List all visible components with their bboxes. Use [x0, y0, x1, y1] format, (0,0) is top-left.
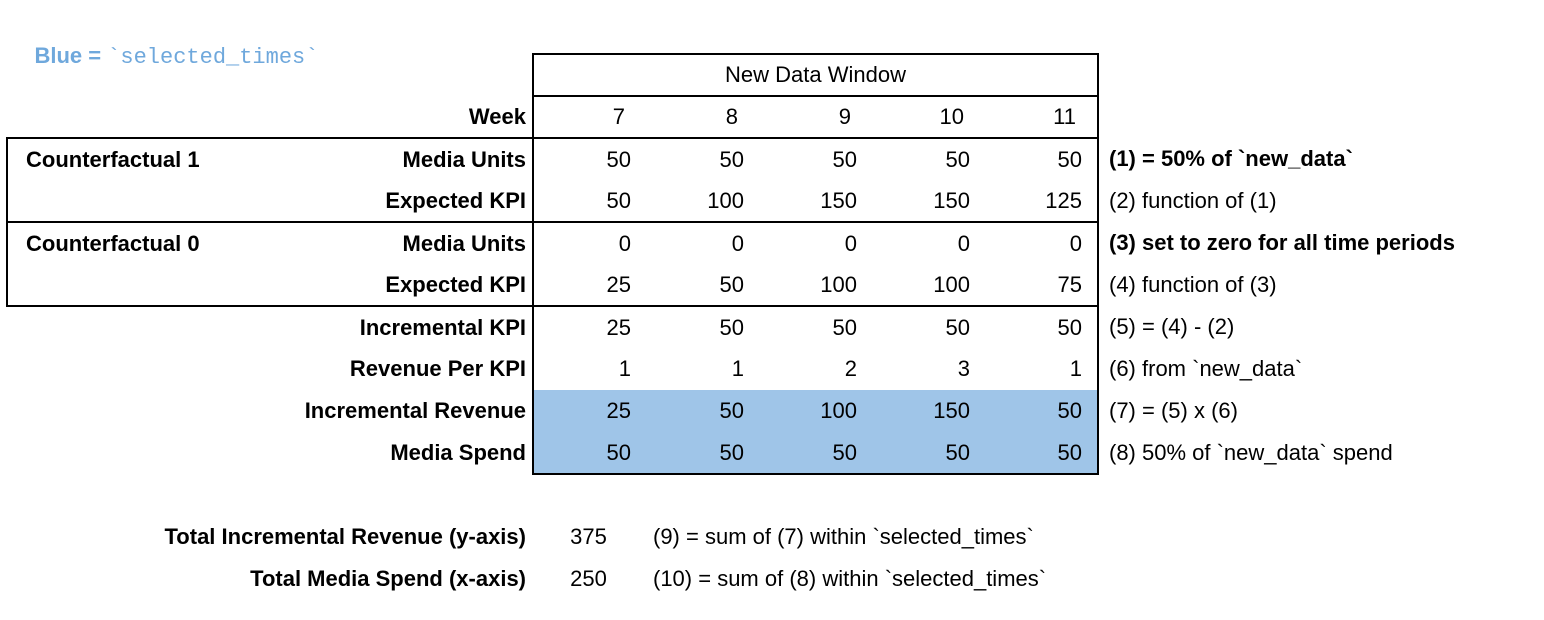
spacer-cell: [1098, 54, 1543, 96]
week-cell: 7: [532, 96, 646, 139]
spacer-cell: [7, 390, 255, 432]
week-cell: 8: [646, 96, 759, 139]
row-label: Expected KPI: [255, 180, 533, 223]
legend-prefix: Blue =: [34, 43, 108, 68]
group-label: [6, 180, 255, 223]
value-cell-selected: 50: [872, 432, 985, 475]
value-cell: 0: [957, 230, 970, 256]
spacer-cell: [7, 306, 255, 348]
week-cell: 10: [872, 96, 985, 139]
total-row: Total Incremental Revenue (y-axis) 375 (…: [6, 516, 1544, 558]
row-label: Media Units: [402, 230, 526, 256]
value-cell: 50: [646, 264, 759, 307]
total-media-spend-value: 250: [570, 566, 607, 591]
value-cell: 75: [985, 264, 1099, 307]
row-label: Incremental KPI: [359, 314, 526, 340]
value-cell: 50: [945, 146, 970, 172]
value-cell: 50: [719, 314, 744, 340]
spacer-cell: [7, 348, 255, 390]
group-label: Counterfactual 0: [6, 222, 255, 264]
total-incremental-revenue-label: Total Incremental Revenue (y-axis): [164, 524, 527, 549]
value-cell: 25: [532, 306, 646, 348]
group-label: Counterfactual 1: [6, 137, 255, 180]
value-cell: 50: [832, 314, 857, 340]
row-note: (1) = 50% of `new_data`: [1109, 146, 1353, 171]
value-cell-selected: 50: [759, 432, 872, 475]
table-row: Expected KPI 50 100 150 150 125 (2) func…: [6, 180, 1543, 223]
value-cell: 0: [985, 222, 1099, 264]
spacer-cell: [1098, 96, 1543, 138]
total-media-spend-label: Total Media Spend (x-axis): [250, 566, 526, 591]
table-row: Expected KPI 25 50 100 100 75 (4) functi…: [6, 264, 1543, 307]
week-label: Week: [468, 103, 526, 129]
row-note: (8) 50% of `new_data` spend: [1109, 440, 1393, 465]
value-cell: 0: [532, 222, 646, 264]
row-note: (6) from `new_data`: [1109, 356, 1303, 381]
value-cell: 0: [844, 230, 857, 256]
value-cell: 1: [532, 348, 646, 390]
row-label: Expected KPI: [255, 264, 533, 307]
value-cell-selected: 25: [532, 390, 646, 432]
spacer-cell: [7, 432, 255, 474]
totals-table: Total Incremental Revenue (y-axis) 375 (…: [6, 516, 1544, 600]
value-cell: 150: [759, 180, 872, 223]
value-cell-selected: 50: [985, 390, 1099, 432]
value-cell: 50: [945, 314, 970, 340]
table-row-highlighted: Incremental Revenue 25 50 100 150 50 (7)…: [7, 390, 1543, 432]
value-cell: 100: [759, 264, 872, 307]
row-label: Incremental Revenue: [304, 398, 526, 423]
row-note: (3) set to zero for all time periods: [1109, 230, 1455, 255]
table-row-highlighted: Media Spend 50 50 50 50 50 (8) 50% of `n…: [7, 432, 1543, 475]
row-note: (5) = (4) - (2): [1109, 314, 1235, 339]
value-cell: 1: [731, 356, 744, 381]
week-cell: 11: [985, 96, 1099, 139]
value-cell: 3: [957, 356, 970, 381]
value-cell: 50: [985, 306, 1099, 348]
value-cell: 50: [532, 138, 646, 180]
row-note: (4) function of (3): [1109, 272, 1277, 297]
value-cell: 50: [719, 146, 744, 172]
value-cell: 100: [872, 264, 985, 307]
total-incremental-revenue-value: 375: [570, 524, 607, 549]
row-label: Media Spend: [390, 440, 526, 465]
legend-code: `selected_times`: [107, 45, 319, 70]
value-cell-selected: 100: [759, 390, 872, 432]
value-cell: 0: [731, 230, 744, 256]
value-cell: 50: [832, 146, 857, 172]
calculation-table: New Data Window Week 7 8 9 10 11 Counter…: [6, 53, 1544, 475]
value-cell: 100: [646, 180, 759, 223]
total-note: (10) = sum of (8) within `selected_times…: [653, 566, 1047, 591]
spacer-cell: [7, 54, 533, 96]
table-row: Revenue Per KPI 1 1 2 3 1 (6) from `new_…: [7, 348, 1543, 390]
value-cell: 150: [872, 180, 985, 223]
value-cell: 50: [985, 138, 1099, 180]
value-cell-selected: 150: [872, 390, 985, 432]
value-cell: 2: [844, 356, 857, 381]
legend-blue-note: Blue = `selected_times`: [10, 17, 318, 96]
header-row: New Data Window: [7, 53, 1543, 97]
row-note: (2) function of (1): [1109, 188, 1277, 213]
row-label: Revenue Per KPI: [349, 356, 526, 381]
table-row: Counterfactual 0 Media Units 0 0 0 0 0 (…: [6, 222, 1543, 264]
value-cell: 25: [532, 264, 646, 307]
table-row: Counterfactual 1 Media Units 50 50 50 50…: [6, 137, 1543, 180]
value-cell-selected: 50: [646, 390, 759, 432]
total-row: Total Media Spend (x-axis) 250 (10) = su…: [6, 558, 1544, 600]
group-label: [6, 264, 255, 307]
new-data-window-header: New Data Window: [532, 53, 1099, 97]
value-cell: 125: [985, 180, 1099, 223]
value-cell-selected: 50: [532, 432, 646, 475]
total-note: (9) = sum of (7) within `selected_times`: [653, 524, 1034, 549]
row-note: (7) = (5) x (6): [1109, 398, 1238, 423]
value-cell-selected: 50: [646, 432, 759, 475]
row-label: Media Units: [255, 137, 533, 180]
week-row: Week 7 8 9 10 11: [7, 96, 1543, 139]
value-cell: 1: [985, 348, 1099, 390]
week-cell: 9: [759, 96, 872, 139]
value-cell-selected: 50: [985, 432, 1099, 475]
table-row: Incremental KPI 25 50 50 50 50 (5) = (4)…: [7, 306, 1543, 348]
value-cell: 50: [532, 180, 646, 223]
